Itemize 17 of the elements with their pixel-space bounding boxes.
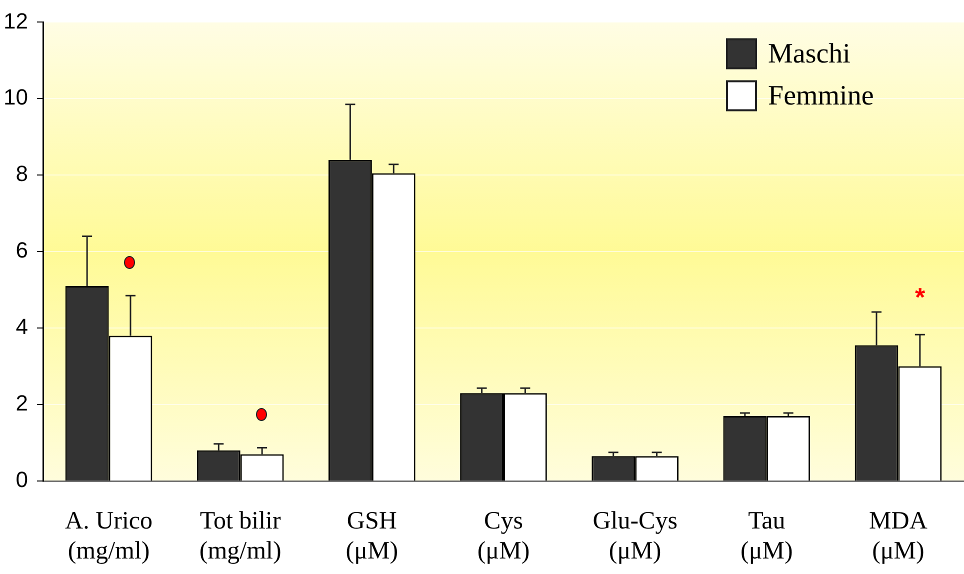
y-tick-label: 8 [16,161,28,186]
legend-label: Femmine [768,80,874,112]
x-tick-label: GSH (μM) [346,508,398,565]
x-tick-label: Glu-Cys (μM) [592,508,678,565]
y-tick-label: 4 [16,314,28,340]
y-tick-label: 6 [16,238,28,263]
legend-label: Maschi [768,38,851,70]
x-tick-label: Tot bilir (mg/ml) [199,508,282,565]
x-tick-label: MDA (μM) [869,508,928,565]
y-tick-label: 12 [4,8,28,34]
annotation: * [914,282,926,312]
y-tick-label: 10 [4,84,28,110]
x-tick-label: A. Urico (mg/ml) [65,508,153,565]
x-tick-label: Cys (μM) [477,508,530,565]
y-tick-label: 0 [16,467,28,492]
x-tick-label: Tau (μM) [740,508,793,565]
y-tick-label: 2 [16,390,28,416]
